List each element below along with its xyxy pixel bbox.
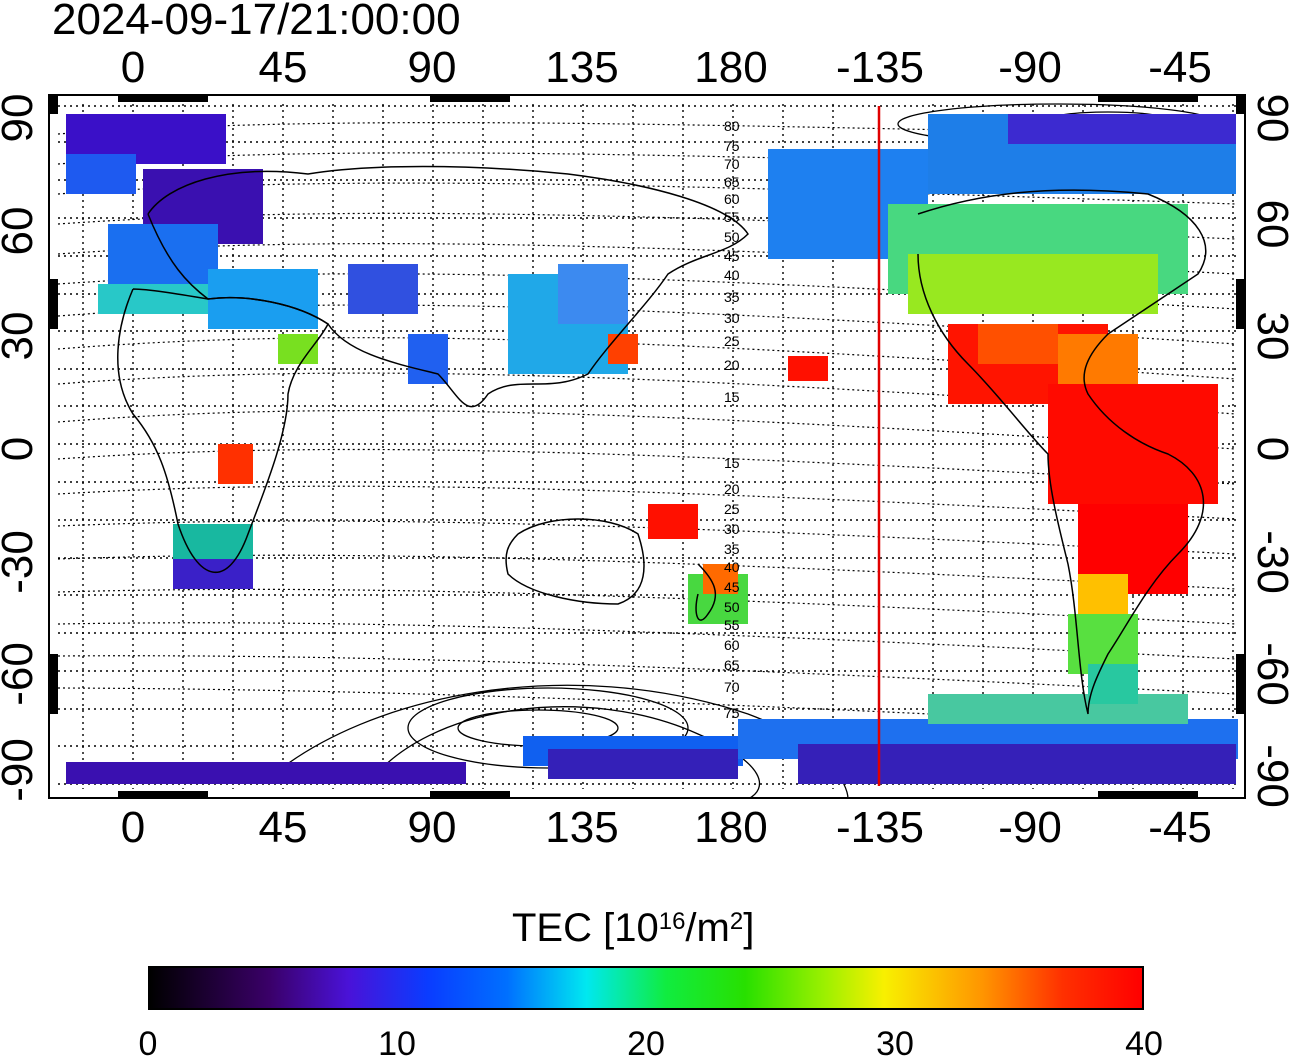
lat-tick-right: 0 — [1248, 436, 1294, 462]
contour-label: 75 — [724, 138, 740, 154]
lon-tick-bottom: -135 — [835, 803, 925, 852]
contour-label: 75 — [724, 705, 740, 721]
lon-tick-bottom: 45 — [258, 803, 308, 852]
colorbar-title: TEC [1016/m2] — [512, 904, 754, 952]
colorbar-title-end: ] — [743, 906, 755, 950]
lat-tick-left: -90 — [0, 738, 42, 802]
lon-tick-top: -135 — [835, 43, 925, 92]
lat-tick-left: 60 — [0, 206, 42, 256]
colorbar-title-text: TEC [10 — [512, 906, 659, 950]
lon-tick-bottom: -90 — [998, 803, 1062, 852]
contour-label: 65 — [724, 174, 740, 190]
lon-tick-top: 180 — [694, 43, 768, 92]
contour-label: 30 — [724, 521, 740, 537]
contour-label: 65 — [724, 657, 740, 673]
lon-tick-bottom: -45 — [1148, 803, 1212, 852]
colorbar-tick: 0 — [138, 1025, 158, 1063]
colorbar — [148, 966, 1144, 1010]
contour-label: 80 — [724, 118, 740, 134]
lat-tick-left: 90 — [0, 93, 42, 143]
lon-tick-top: 135 — [545, 43, 619, 92]
colorbar-tick: 10 — [378, 1025, 416, 1063]
contour-label: 40 — [724, 559, 740, 575]
lat-tick-left: 0 — [0, 437, 42, 461]
colorbar-tick: 20 — [627, 1025, 665, 1063]
contour-label: 55 — [724, 617, 740, 633]
lon-tick-bottom: 0 — [120, 803, 146, 852]
lon-tick-top: 45 — [258, 43, 308, 92]
contour-label: 25 — [724, 333, 740, 349]
colorbar-title-mid: /m — [685, 906, 730, 950]
lat-tick-right: 60 — [1248, 199, 1294, 249]
contour-label: 20 — [724, 357, 740, 373]
lat-tick-right: -90 — [1248, 744, 1294, 808]
lon-tick-top: 90 — [407, 43, 457, 92]
contour-label: 45 — [724, 579, 740, 595]
map-border-ticks — [48, 94, 1246, 799]
coastlines — [117, 165, 1207, 715]
contour-label: 60 — [724, 191, 740, 207]
map-timestamp: 2024-09-17/21:00:00 — [52, 0, 461, 44]
lon-tick-top: -45 — [1148, 43, 1212, 92]
contour-label: 55 — [724, 209, 740, 225]
contour-label: 50 — [724, 599, 740, 615]
contour-label: 35 — [724, 541, 740, 557]
contour-label: 60 — [724, 637, 740, 653]
lat-tick-right: 90 — [1248, 93, 1294, 143]
contour-label: 70 — [724, 156, 740, 172]
lat-tick-right: -60 — [1248, 642, 1294, 706]
contour-labels: 80 75 70 65 60 55 50 45 40 35 30 25 20 1… — [724, 118, 740, 721]
contour-label: 35 — [724, 289, 740, 305]
contour-label: 15 — [724, 455, 740, 471]
lat-tick-right: -30 — [1248, 530, 1294, 594]
contour-label: 15 — [724, 389, 740, 405]
tec-data-patches — [66, 114, 1238, 784]
colorbar-title-exp1: 16 — [658, 908, 686, 935]
lat-tick-right: 30 — [1248, 311, 1294, 361]
lon-tick-bottom: 180 — [694, 803, 768, 852]
lat-tick-left: -60 — [0, 642, 42, 706]
contour-label: 20 — [724, 481, 740, 497]
tec-map: 80 75 70 65 60 55 50 45 40 35 30 25 20 1… — [48, 94, 1246, 799]
contour-label: 50 — [724, 229, 740, 245]
lon-tick-top: -90 — [998, 43, 1062, 92]
contour-label: 40 — [724, 267, 740, 283]
colorbar-tick: 40 — [1125, 1025, 1163, 1063]
colorbar-tick: 30 — [876, 1025, 914, 1063]
lon-tick-bottom: 135 — [545, 803, 619, 852]
contour-label: 30 — [724, 310, 740, 326]
lat-tick-left: 30 — [0, 311, 42, 361]
contour-label: 70 — [724, 679, 740, 695]
lat-tick-left: -30 — [0, 530, 42, 594]
lon-tick-top: 0 — [120, 43, 146, 92]
contour-label: 25 — [724, 501, 740, 517]
colorbar-title-exp2: 2 — [729, 908, 744, 935]
lon-tick-bottom: 90 — [407, 803, 457, 852]
contour-label: 45 — [724, 248, 740, 264]
